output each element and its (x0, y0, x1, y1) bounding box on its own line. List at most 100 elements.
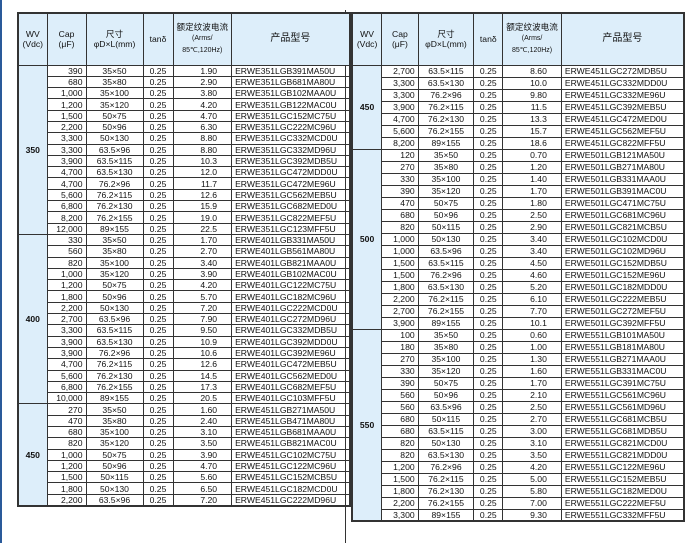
header-row: WV (Vdc) Cap (μF) 尺寸 φD×L(mm) tanδ 额定纹波电流 (A… (351, 12, 685, 66)
part-number-cell: ERWE351LGC123MFF5U (231, 222, 351, 235)
cap-cell: 100 (381, 328, 419, 342)
size-cell: 50×130 (85, 482, 144, 495)
table-row: 560 50×96 0.25 2.10 ERWE551LGC561MC96U (352, 388, 685, 402)
part-number-cell: ERWE501LGC222MEB5U (560, 292, 685, 306)
size-cell: 63.5×96 (417, 244, 475, 258)
tan-cell: 0.25 (142, 233, 174, 247)
tan-cell: 0.25 (142, 448, 174, 461)
ripple-label: 额定纹波电流 (506, 22, 558, 33)
size-cell: 35×50 (85, 403, 144, 416)
size-cell: 35×80 (85, 75, 144, 89)
table-row: 4,700 76.2×115 0.25 12.6 ERWE401LGC472MEB5U (18, 358, 351, 371)
tan-cell: 0.25 (473, 292, 504, 306)
size-cell: 76.2×96 (85, 346, 144, 360)
part-number-cell: ERWE451LGC222MD96U (231, 493, 351, 507)
size-cell: 76.2×96 (417, 88, 475, 102)
tan-cell: 0.25 (473, 184, 504, 198)
ripple-cell: 3.50 (502, 448, 562, 462)
tan-cell: 0.25 (142, 482, 174, 495)
spec-table-right: WV (Vdc) Cap (μF) 尺寸 φD×L(mm) tanδ 额定纹波电流 (A… (351, 12, 685, 522)
part-number-cell: ERWE501LGC102MCD0U (560, 232, 685, 246)
table-row: 820 35×100 0.25 3.40 ERWE401LGB821MAA0U (18, 256, 351, 269)
size-cell: 50×75 (85, 109, 144, 122)
part-number-cell: ERWE351LGB391MA50U (231, 64, 351, 77)
ripple-cell: 4.20 (502, 460, 562, 474)
ripple-cell: 22.5 (172, 222, 233, 235)
size-cell: 35×120 (85, 98, 144, 111)
size-cell: 63.5×130 (417, 76, 475, 90)
ripple-cell: 2.50 (502, 208, 562, 222)
cap-cell: 680 (46, 75, 87, 89)
header-cap: Cap (μF) (381, 12, 419, 66)
tan-cell: 0.25 (142, 177, 174, 190)
cap-cell: 2,200 (46, 120, 87, 134)
size-cell: 63.5×96 (417, 400, 475, 414)
table-row: 680 63.5×115 0.25 3.00 ERWE551LGC681MDB5U (352, 424, 685, 438)
ripple-cell: 2.90 (172, 75, 233, 89)
size-cell: 76.2×96 (85, 177, 144, 190)
table-row: 6,800 76.2×155 0.25 17.3 ERWE401LGC682MEF5U (18, 380, 351, 394)
size-label: 尺寸 (105, 29, 124, 40)
ripple-cell: 4.70 (172, 109, 233, 122)
cap-cell: 330 (46, 233, 87, 247)
table-row: 1,500 76.2×115 0.25 5.00 ERWE551LGC152MEB5U (352, 472, 685, 486)
table-row: 6,800 76.2×130 0.25 15.9 ERWE351LGC682MED0U (18, 200, 351, 213)
size-cell: 63.5×96 (85, 313, 144, 326)
part-number-cell: ERWE551LGC821MCD0U (560, 436, 685, 450)
cap-cell: 1,800 (46, 482, 87, 495)
ripple-cell: 2.40 (172, 414, 233, 428)
ripple-cell: 8.80 (172, 143, 233, 156)
cap-cell: 820 (381, 220, 419, 234)
table-row: 390 50×75 0.25 1.70 ERWE551LGC391MC75U (352, 376, 685, 390)
table-row: 2,700 76.2×155 0.25 7.70 ERWE501LGC272MEF5U (352, 304, 685, 318)
ripple-cell: 3.10 (172, 425, 233, 439)
cap-cell: 3,900 (381, 316, 419, 330)
cap-cell: 12,000 (46, 222, 87, 235)
tan-cell: 0.25 (142, 98, 174, 111)
table-row: 560 63.5×96 0.25 2.50 ERWE551LGC561MD96U (352, 400, 685, 414)
tan-cell: 0.25 (142, 437, 174, 450)
ripple-cell: 2.70 (172, 245, 233, 258)
part-number-cell: ERWE351LGC332MCD0U (231, 132, 351, 145)
tan-cell: 0.25 (473, 340, 504, 354)
ripple-label: 额定纹波电流 (176, 22, 229, 33)
table-row: 4,700 76.2×130 0.25 13.3 ERWE451LGC472MED0U (352, 112, 685, 126)
ripple-cell: 14.5 (172, 369, 233, 382)
tan-cell: 0.25 (142, 75, 174, 89)
tan-cell: 0.25 (142, 301, 174, 315)
ripple-cell: 7.70 (502, 304, 562, 318)
tan-cell: 0.25 (473, 460, 504, 474)
part-number-cell: ERWE351LGC682MED0U (231, 200, 351, 213)
cap-cell: 390 (46, 64, 87, 77)
ripple-cell: 5.20 (502, 280, 562, 294)
table-row: 820 35×120 0.25 3.50 ERWE451LGB821MAC0U (18, 437, 351, 450)
part-number-cell: ERWE501LGC152ME96U (560, 268, 685, 282)
table-row: 820 63.5×130 0.25 3.50 ERWE551LGC821MDD0U (352, 448, 685, 462)
ripple-cell: 4.70 (172, 459, 233, 473)
tan-cell: 0.25 (142, 200, 174, 213)
size-cell: 63.5×115 (417, 424, 475, 438)
tan-cell: 0.25 (142, 392, 174, 405)
cap-cell: 3,300 (381, 88, 419, 102)
ripple-condition: 85℃,120Hz) (511, 47, 553, 55)
part-number-cell: ERWE351LGC472ME96U (231, 177, 351, 190)
part-number-cell: ERWE351LGC562MEB5U (231, 188, 351, 202)
tan-cell: 0.25 (473, 208, 504, 222)
cap-cell: 1,800 (381, 484, 419, 498)
tan-cell: 0.25 (473, 136, 504, 150)
part-number-cell: ERWE401LGC182MC96U (231, 290, 351, 303)
table-row: 450 270 35×50 0.25 1.60 ERWE451LGB271MA50U (17, 403, 351, 507)
cap-cell: 3,300 (46, 324, 87, 337)
part-number-cell: ERWE551LGC561MC96U (560, 388, 685, 402)
part-number-cell: ERWE551LGC152MEB5U (560, 472, 685, 486)
tan-cell: 0.25 (473, 220, 504, 234)
size-cell: 63.5×130 (85, 335, 144, 348)
table-row: 1,800 50×96 0.25 5.70 ERWE401LGC182MC96U (18, 290, 351, 303)
tan-cell: 0.25 (473, 196, 504, 210)
tan-cell: 0.25 (142, 279, 174, 292)
table-row: 1,200 35×120 0.25 4.20 ERWE351LGB122MAC0U (18, 98, 351, 111)
tan-cell: 0.25 (142, 324, 174, 337)
size-cell: 76.2×155 (417, 304, 475, 318)
ripple-cell: 20.5 (172, 392, 233, 405)
tan-cell: 0.25 (142, 471, 174, 484)
